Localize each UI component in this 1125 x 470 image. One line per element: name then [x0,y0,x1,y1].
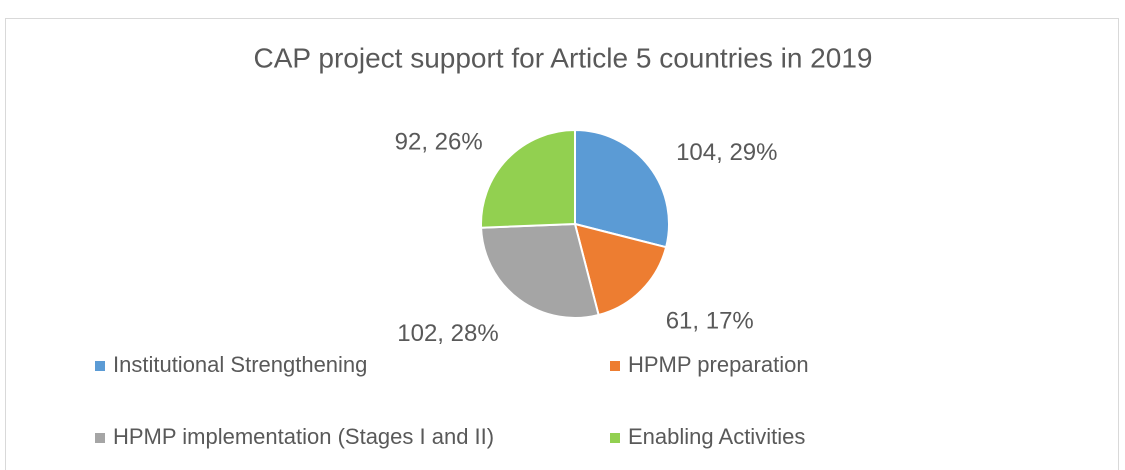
data-label: 102, 28% [397,320,498,347]
pie-slice [480,222,600,319]
data-label: 104, 29% [676,139,777,166]
legend-swatch [95,361,105,371]
data-label: 92, 26% [395,129,483,156]
chart-title: CAP project support for Article 5 countr… [254,42,873,73]
pie-slice [574,128,670,249]
legend-swatch [610,433,620,443]
legend-label: HPMP implementation (Stages I and II) [113,424,494,449]
data-label: 61, 17% [666,308,754,335]
legend-label: Enabling Activities [628,424,805,449]
legend-label: Institutional Strengthening [113,352,367,377]
pie-slice [480,128,576,229]
legend-swatch [610,361,620,371]
pie-slice [573,222,668,317]
legend-label: HPMP preparation [628,352,809,377]
legend-swatch [95,433,105,443]
